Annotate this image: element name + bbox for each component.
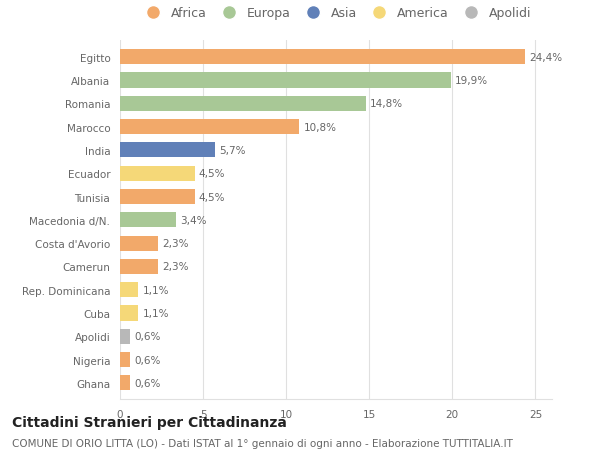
Bar: [120, 120, 299, 135]
Text: 10,8%: 10,8%: [304, 123, 337, 132]
Text: 2,3%: 2,3%: [163, 262, 189, 272]
Text: Cittadini Stranieri per Cittadinanza: Cittadini Stranieri per Cittadinanza: [12, 415, 287, 429]
Bar: [120, 96, 366, 112]
Legend: Africa, Europa, Asia, America, Apolidi: Africa, Europa, Asia, America, Apolidi: [139, 5, 533, 22]
Text: 24,4%: 24,4%: [530, 53, 563, 62]
Text: 0,6%: 0,6%: [134, 331, 160, 341]
Bar: [120, 73, 451, 89]
Bar: [120, 143, 215, 158]
Bar: [120, 166, 195, 181]
Text: COMUNE DI ORIO LITTA (LO) - Dati ISTAT al 1° gennaio di ogni anno - Elaborazione: COMUNE DI ORIO LITTA (LO) - Dati ISTAT a…: [12, 438, 513, 448]
Bar: [120, 190, 195, 205]
Text: 4,5%: 4,5%: [199, 169, 226, 179]
Bar: [120, 236, 158, 251]
Text: 3,4%: 3,4%: [181, 215, 207, 225]
Text: 14,8%: 14,8%: [370, 99, 403, 109]
Bar: [120, 259, 158, 274]
Bar: [120, 375, 130, 391]
Text: 4,5%: 4,5%: [199, 192, 226, 202]
Bar: [120, 213, 176, 228]
Text: 2,3%: 2,3%: [163, 239, 189, 249]
Bar: [120, 282, 138, 297]
Bar: [120, 50, 526, 65]
Text: 19,9%: 19,9%: [455, 76, 488, 86]
Text: 5,7%: 5,7%: [219, 146, 245, 156]
Bar: [120, 329, 130, 344]
Bar: [120, 352, 130, 367]
Text: 1,1%: 1,1%: [142, 308, 169, 318]
Text: 0,6%: 0,6%: [134, 355, 160, 365]
Text: 1,1%: 1,1%: [142, 285, 169, 295]
Bar: [120, 306, 138, 321]
Text: 0,6%: 0,6%: [134, 378, 160, 388]
